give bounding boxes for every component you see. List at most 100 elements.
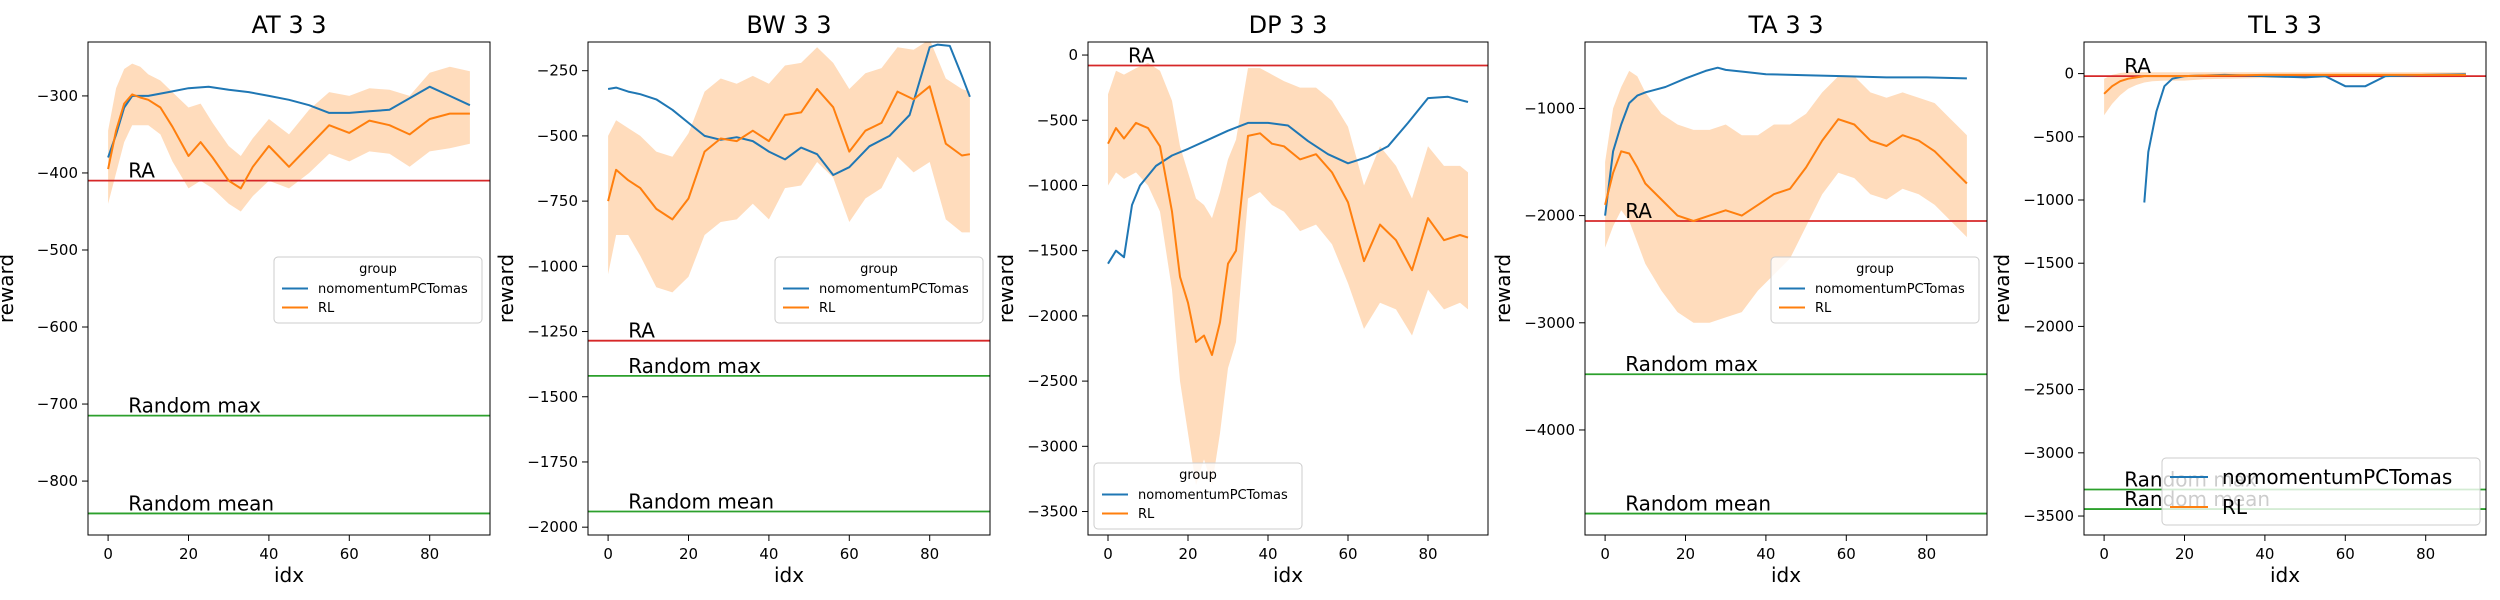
x-tick-label: 20	[679, 545, 698, 563]
x-axis-label: idx	[1273, 563, 1303, 587]
series-line-rl	[1604, 118, 1968, 222]
reference-label: RA	[628, 319, 655, 343]
y-tick-label: −400	[37, 164, 78, 182]
x-tick-label: 80	[1917, 545, 1936, 563]
y-tick-label: −2500	[1027, 372, 1078, 390]
x-tick-label: 0	[1103, 545, 1113, 563]
y-axis-label: reward	[0, 254, 18, 323]
y-tick-label: 0	[2064, 65, 2074, 83]
legend: group nomomentumPCTomas RL	[1093, 462, 1303, 530]
chart-title: TA 3 3	[1747, 11, 1823, 39]
plot-area	[588, 42, 990, 513]
legend: group nomomentumPCTomas RL	[273, 256, 483, 324]
series-line-nomomentumpctomas	[607, 43, 971, 176]
y-tick-label: −1000	[527, 257, 578, 275]
legend-label: RL	[318, 301, 335, 316]
y-tick-label: −2000	[527, 518, 578, 536]
chart-title: BW 3 3	[746, 11, 831, 39]
plot-area	[88, 63, 490, 515]
y-tick-label: −250	[537, 62, 578, 80]
confidence-band-rl	[1108, 62, 1468, 486]
reference-label: Random max	[628, 354, 761, 378]
legend-frame	[2161, 457, 2481, 526]
legend-label: nomomentumPCTomas	[819, 282, 969, 297]
y-tick-label: −3000	[2023, 444, 2074, 462]
chart-title: AT 3 3	[251, 11, 326, 39]
y-tick-label: −500	[1037, 111, 1078, 129]
y-tick-label: −500	[37, 241, 78, 259]
reference-label: Random mean	[1625, 492, 1771, 516]
x-tick-label: 0	[103, 545, 113, 563]
legend-frame	[273, 256, 483, 324]
series-line-rl	[1107, 121, 1469, 356]
y-tick-label: −1000	[1524, 99, 1575, 117]
series-line-rl	[107, 93, 470, 190]
axes-frame	[87, 41, 491, 536]
legend-frame	[1093, 462, 1303, 530]
y-tick-label: −2500	[2023, 381, 2074, 399]
plot-area	[1585, 66, 1987, 515]
x-tick-label: 40	[1756, 545, 1775, 563]
legend: nomomentumPCTomas RL	[2161, 457, 2481, 526]
legend-label: nomomentumPCTomas	[1138, 488, 1288, 503]
legend: group nomomentumPCTomas RL	[1770, 256, 1980, 324]
y-tick-label: −600	[37, 318, 78, 336]
y-tick-label: −3500	[1027, 503, 1078, 521]
reference-label: Random mean	[128, 491, 274, 515]
axes-frame	[1584, 41, 1988, 536]
reference-label: RA	[1128, 43, 1155, 67]
y-tick-label: −1000	[2023, 191, 2074, 209]
x-tick-label: 40	[2255, 545, 2274, 563]
x-axis-label: idx	[274, 563, 304, 587]
y-tick-label: −500	[2033, 128, 2074, 146]
axes-frame	[1087, 41, 1489, 536]
legend-title: group	[1179, 468, 1217, 483]
y-tick-label: −2000	[1524, 207, 1575, 225]
y-tick-label: −1500	[2023, 254, 2074, 272]
y-axis-label: reward	[994, 254, 1018, 323]
x-tick-label: 0	[2099, 545, 2109, 563]
reference-label: RA	[2124, 54, 2151, 78]
chart-panel-1: AT 3 3 RA Random max Random mean 0 20 40 60 80 −8…	[0, 11, 491, 587]
legend-label: RL	[2222, 495, 2248, 519]
x-tick-label: 60	[1837, 545, 1856, 563]
y-tick-label: −300	[37, 87, 78, 105]
confidence-band-rl	[1605, 70, 1967, 323]
x-tick-label: 80	[1418, 545, 1437, 563]
y-tick-label: −700	[37, 395, 78, 413]
series-line-nomomentumpctomas	[1107, 95, 1469, 265]
y-axis-label: reward	[1491, 254, 1515, 323]
legend: group nomomentumPCTomas RL	[774, 256, 984, 324]
legend-title: group	[860, 262, 898, 277]
y-tick-label: −750	[537, 192, 578, 210]
y-tick-label: 0	[1068, 46, 1078, 64]
series-line-nomomentumpctomas	[2143, 73, 2466, 203]
legend-title: group	[1856, 262, 1894, 277]
reference-label: RA	[128, 159, 155, 183]
chart-panel-3: DP 3 3 RA 0 20 40 60 80 −3500 −3000 −2500 −2000 −15…	[994, 11, 1489, 587]
x-axis-label: idx	[2270, 563, 2300, 587]
y-tick-label: −2000	[1027, 307, 1078, 325]
legend-label: nomomentumPCTomas	[2222, 465, 2452, 489]
chart-title: TL 3 3	[2247, 11, 2322, 39]
y-tick-label: −4000	[1524, 421, 1575, 439]
y-tick-label: −1500	[527, 388, 578, 406]
x-tick-label: 60	[840, 545, 859, 563]
y-axis-label: reward	[494, 254, 518, 323]
x-tick-label: 60	[2336, 545, 2355, 563]
y-tick-label: −1500	[1027, 242, 1078, 260]
reference-label: Random max	[128, 394, 261, 418]
x-tick-label: 60	[1338, 545, 1357, 563]
legend-frame	[1770, 256, 1980, 324]
series-line-rl	[2103, 73, 2466, 95]
plot-area	[1088, 62, 1488, 486]
x-tick-label: 20	[2175, 545, 2194, 563]
y-tick-label: −1000	[1027, 176, 1078, 194]
axes-frame	[2083, 41, 2487, 536]
chart-panel-2: BW 3 3 RA Random max Random mean 0 20 40 60 80 −2…	[494, 11, 991, 587]
x-axis-label: idx	[774, 563, 804, 587]
confidence-band-rl	[608, 42, 970, 293]
y-tick-label: −800	[37, 472, 78, 490]
